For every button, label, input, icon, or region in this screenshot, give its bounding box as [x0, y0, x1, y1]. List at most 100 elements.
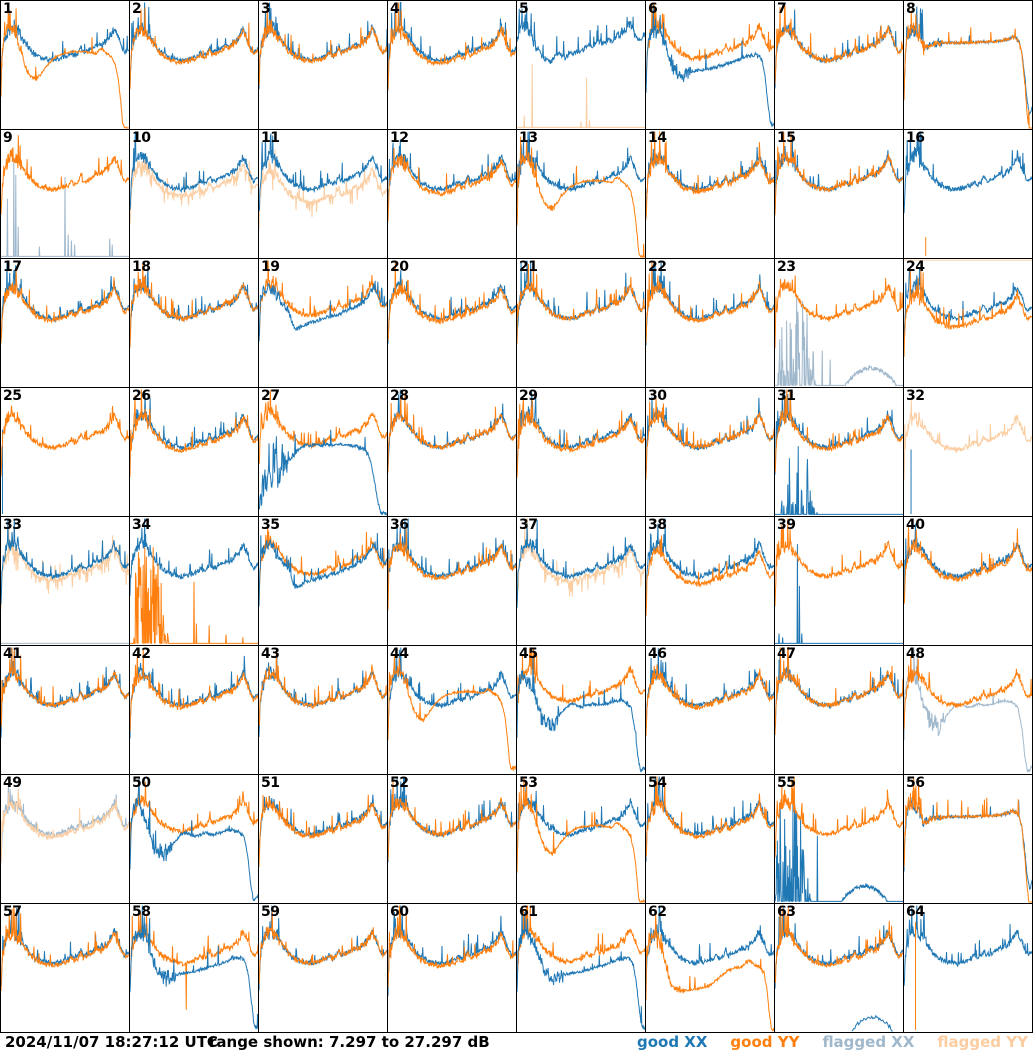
trace-good-yy	[388, 148, 516, 222]
spectrum-panel-40: 40	[904, 517, 1032, 645]
spectrum-panel-22: 22	[646, 259, 774, 387]
spectrum-plot	[259, 390, 387, 516]
spectrum-plot	[775, 389, 903, 515]
spectrum-plot	[775, 646, 903, 736]
trace-good-xx	[259, 2, 387, 90]
spectrum-plot	[775, 5, 903, 89]
spectrum-plot	[904, 6, 1032, 129]
spectrum-panel-61: 61	[517, 904, 645, 1032]
panel-number: 18	[132, 259, 151, 275]
panel-number: 1	[3, 1, 13, 17]
spectrum-plot	[130, 776, 258, 902]
trace-good-yy	[388, 260, 516, 341]
trace-good-xx	[388, 647, 516, 734]
spectrum-plot	[259, 523, 387, 607]
spectrum-plot	[646, 2, 774, 128]
trace-good-xx	[517, 392, 645, 476]
panel-number: 56	[906, 775, 925, 791]
panel-number: 47	[777, 646, 796, 662]
spectrum-plot	[775, 518, 903, 644]
spectrum-plot	[388, 1, 516, 91]
trace-good-yy	[775, 776, 903, 858]
trace-good-xx	[130, 2, 258, 86]
spectrum-plot	[517, 5, 645, 128]
spectrum-panel-12: 12	[388, 130, 516, 258]
panel-number: 36	[390, 517, 409, 533]
spectrum-panel-62: 62	[646, 904, 774, 1032]
spectrum-plot	[904, 523, 1032, 605]
panel-number: 9	[3, 130, 13, 146]
panel-number: 60	[390, 904, 409, 920]
spectrum-plot	[130, 2, 258, 90]
spectrum-plot	[1, 518, 129, 644]
spectrum-plot	[259, 652, 387, 737]
panel-number: 52	[390, 775, 409, 791]
spectrum-plot	[904, 649, 1032, 773]
panel-number: 59	[261, 904, 280, 920]
spectrum-plot	[130, 389, 258, 478]
spectrum-panel-29: 29	[517, 388, 645, 516]
spectrum-plot	[1, 4, 129, 129]
trace-good-xx	[646, 518, 774, 603]
trace-good-yy	[646, 131, 774, 220]
trace-flagged-yy	[904, 400, 1032, 481]
spectrum-panel-19: 19	[259, 259, 387, 387]
spectrum-plot	[1, 905, 129, 992]
trace-good-yy	[646, 260, 774, 343]
spectrum-plot	[259, 2, 387, 90]
trace-good-yy	[904, 10, 1032, 129]
trace-good-yy	[775, 389, 903, 473]
spectrum-plot	[904, 259, 1032, 357]
trace-good-yy	[646, 398, 774, 480]
spectrum-plot	[646, 776, 774, 862]
trace-good-xx	[259, 131, 387, 211]
spectrum-plot	[1, 135, 129, 257]
trace-good-yy	[775, 275, 903, 349]
trace-good-xx	[517, 519, 645, 608]
spectrum-panel-14: 14	[646, 130, 774, 258]
spectrum-plot	[259, 131, 387, 230]
spectrum-plot	[130, 131, 258, 225]
trace-good-xx	[904, 905, 1032, 987]
panel-number: 31	[777, 388, 796, 404]
trace-good-xx	[646, 396, 774, 474]
trace-good-xx	[775, 802, 903, 902]
spectrum-panel-1: 1	[1, 1, 129, 129]
trace-good-yy	[517, 260, 645, 344]
spectrum-panel-20: 20	[388, 259, 516, 387]
spectrum-panel-49: 49	[1, 775, 129, 903]
trace-good-yy	[517, 398, 645, 478]
spectrum-plot	[388, 647, 516, 772]
panel-number: 39	[777, 517, 796, 533]
spectrum-panel-59: 59	[259, 904, 387, 1032]
trace-flagged-xx	[1, 157, 129, 257]
trace-good-xx	[775, 446, 903, 515]
trace-good-yy	[904, 527, 1032, 605]
trace-good-yy	[646, 664, 774, 737]
spectrum-plot	[130, 518, 258, 644]
trace-good-xx	[904, 523, 1032, 600]
spectrum-panel-7: 7	[775, 1, 903, 129]
panel-number: 4	[390, 1, 400, 17]
trace-good-yy	[1, 4, 129, 129]
panel-number: 8	[906, 1, 916, 17]
spectrum-panel-43: 43	[259, 646, 387, 774]
panel-number: 30	[648, 388, 667, 404]
trace-good-yy	[646, 913, 774, 1032]
panel-number: 38	[648, 517, 667, 533]
spectrum-plot	[517, 260, 645, 344]
spectrum-panel-4: 4	[388, 1, 516, 129]
panel-number: 61	[519, 904, 538, 920]
spectrum-panel-54: 54	[646, 775, 774, 903]
spectrum-panel-37: 37	[517, 517, 645, 645]
spectrum-plot	[646, 131, 774, 220]
spectrum-panel-17: 17	[1, 259, 129, 387]
panel-number: 37	[519, 517, 538, 533]
spectrum-panel-11: 11	[259, 130, 387, 258]
spectrum-plot	[130, 649, 258, 739]
spectrum-plot	[517, 518, 645, 608]
panel-number: 12	[390, 130, 409, 146]
trace-good-xx	[388, 1, 516, 91]
panel-number: 2	[132, 1, 142, 17]
